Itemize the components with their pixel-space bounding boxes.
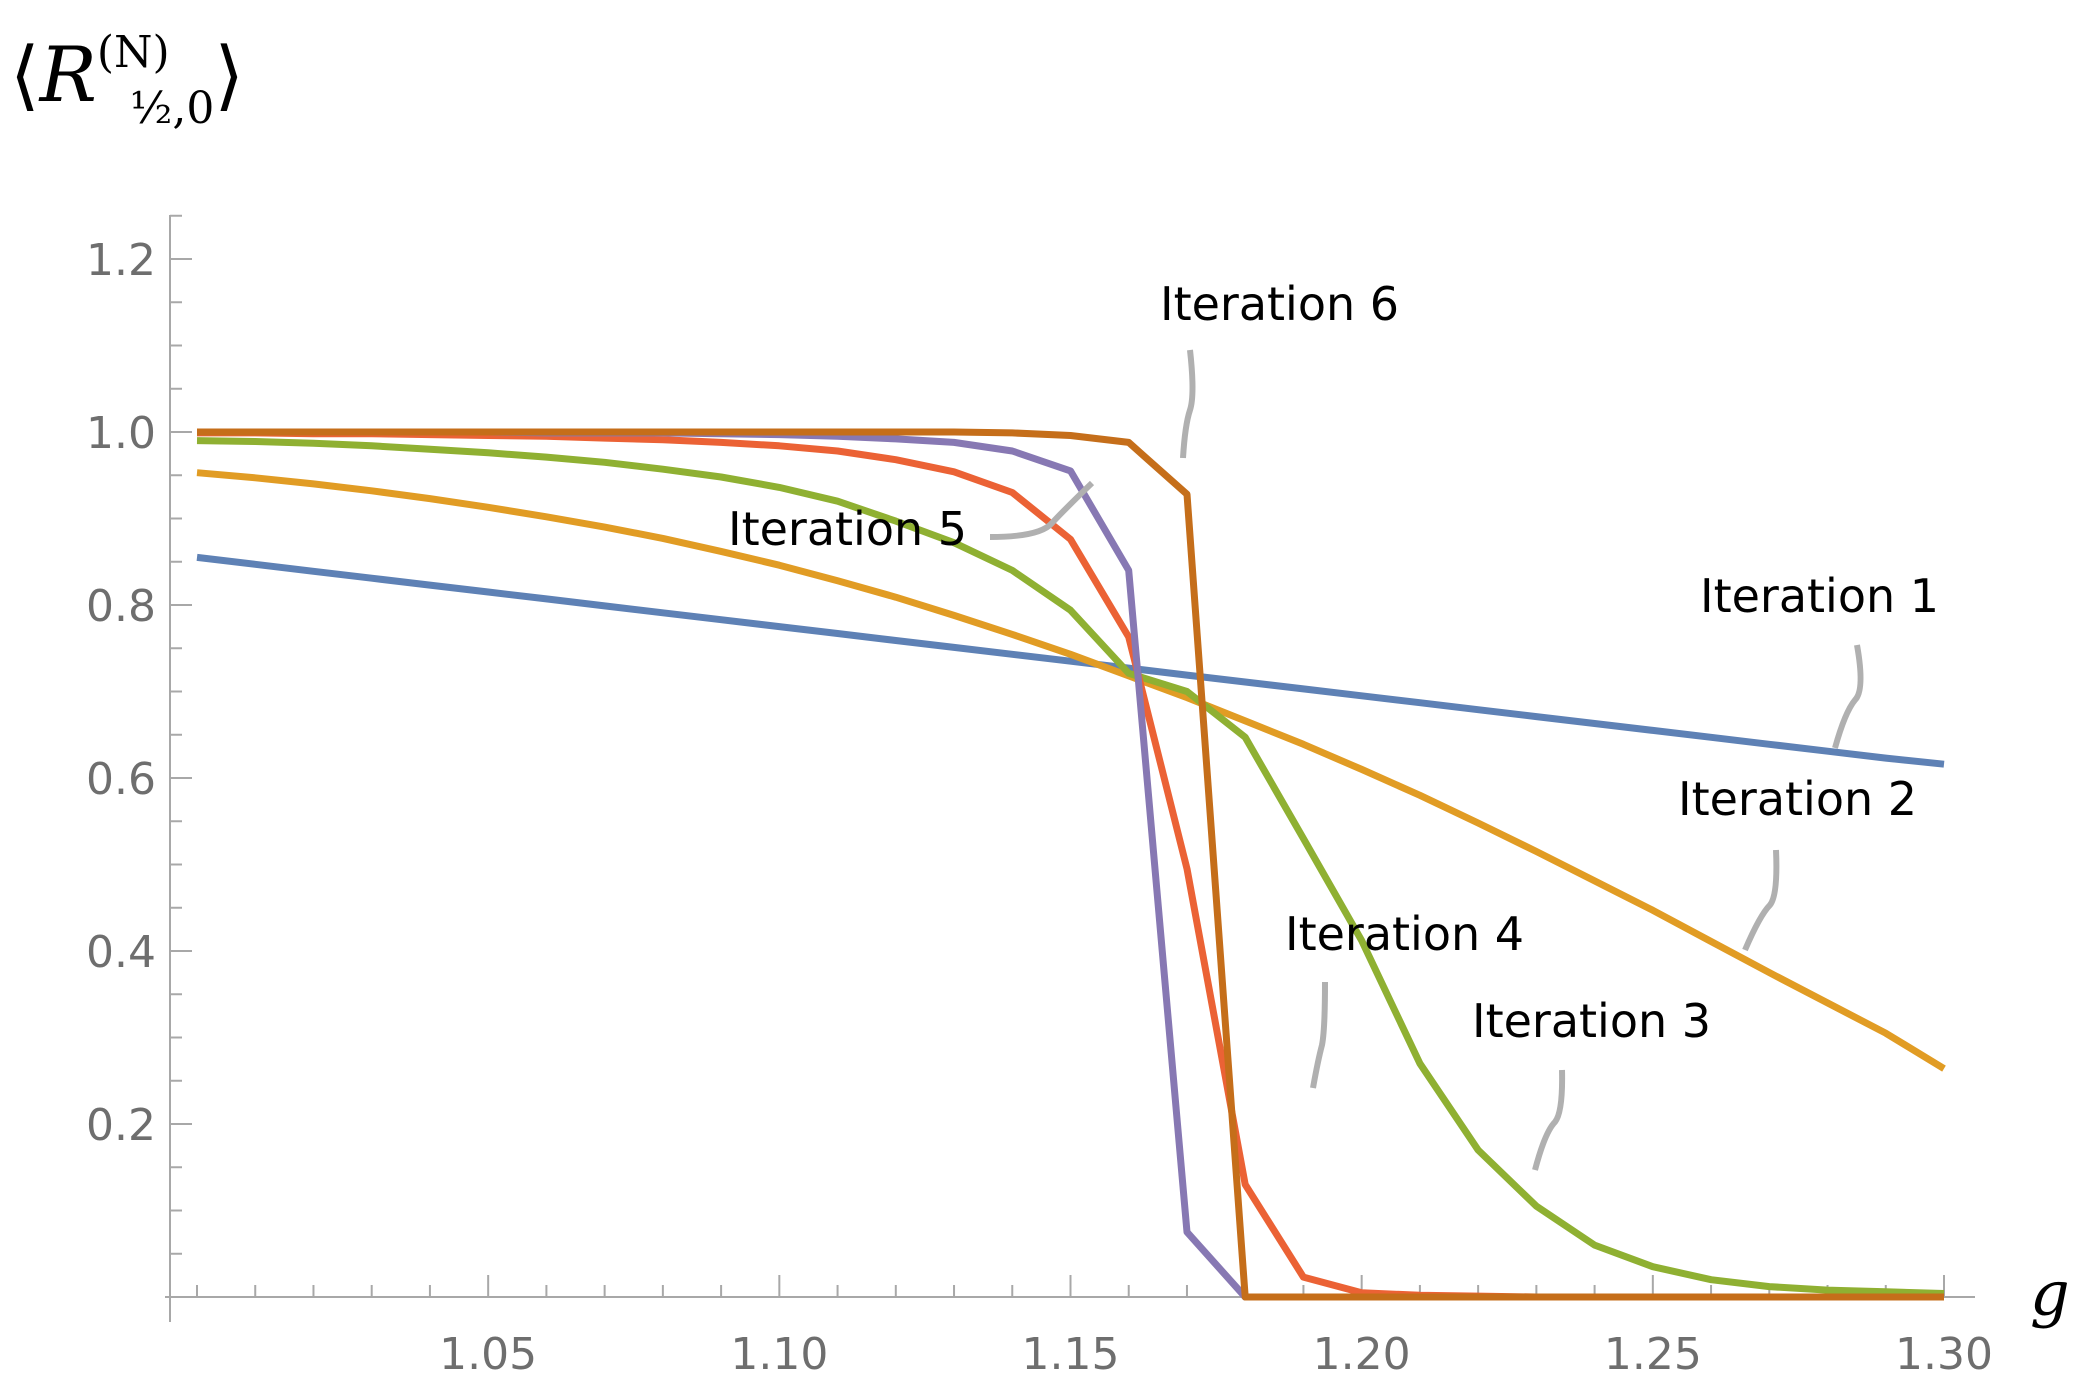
callout-leader-3 [1532, 1069, 1566, 1171]
x-tick-label: 1.10 [730, 1329, 828, 1380]
x-tick-label: 1.30 [1895, 1329, 1993, 1380]
y-tick-label: 0.2 [86, 1100, 156, 1151]
y-tick-label: 0.6 [86, 754, 156, 805]
series-line-1 [196, 553, 1945, 768]
y-tick-label: 0.4 [86, 927, 156, 978]
x-axis-label: g [2030, 1257, 2070, 1330]
series-line-6 [197, 428, 1944, 1301]
x-tick-label: 1.15 [1022, 1329, 1120, 1380]
y-label-subscript: ½,0 [129, 83, 215, 134]
series-group [196, 428, 1946, 1301]
callout-leader-1 [1832, 644, 1864, 749]
series-label-2: Iteration 2 [1678, 772, 1917, 826]
y-tick-label: 0.8 [86, 581, 156, 632]
y-label-open-bracket: ⟨ [10, 30, 40, 119]
y-tick-label: 1.2 [86, 235, 156, 286]
series-label-4: Iteration 4 [1285, 907, 1524, 961]
series-line-3 [196, 437, 1945, 1297]
axes: 1.05 1.10 1.15 1.20 1.25 1.30 0.2 0.4 0.6 0.8 1.0 1… [86, 214, 1993, 1380]
series-label-6: Iteration 6 [1160, 277, 1399, 331]
y-label-symbol: R [39, 30, 97, 119]
y-axis-label: ⟨R(N)½,0⟩ [10, 27, 245, 134]
series-line-2 [196, 469, 1946, 1072]
series-label-5: Iteration 5 [728, 502, 967, 556]
y-label-superscript: (N) [96, 27, 170, 78]
callout-leader-6 [1180, 349, 1196, 459]
series-label-1: Iteration 1 [1700, 569, 1939, 623]
y-label-close-bracket: ⟩ [214, 30, 245, 119]
series-line-4 [197, 429, 1944, 1301]
series-label-3: Iteration 3 [1472, 994, 1711, 1048]
callout-leader-5 [989, 480, 1095, 540]
callout-leader-4 [1310, 981, 1328, 1089]
callouts-group: Iteration 1 Iteration 2 Iteration 3 Iterati… [728, 277, 1939, 1171]
x-tick-label: 1.05 [439, 1329, 537, 1380]
x-tick-label: 1.20 [1313, 1329, 1411, 1380]
x-tick-label: 1.25 [1604, 1329, 1702, 1380]
callout-leader-2 [1742, 849, 1780, 952]
series-line-5 [197, 428, 1944, 1301]
y-tick-label: 1.0 [86, 408, 156, 459]
